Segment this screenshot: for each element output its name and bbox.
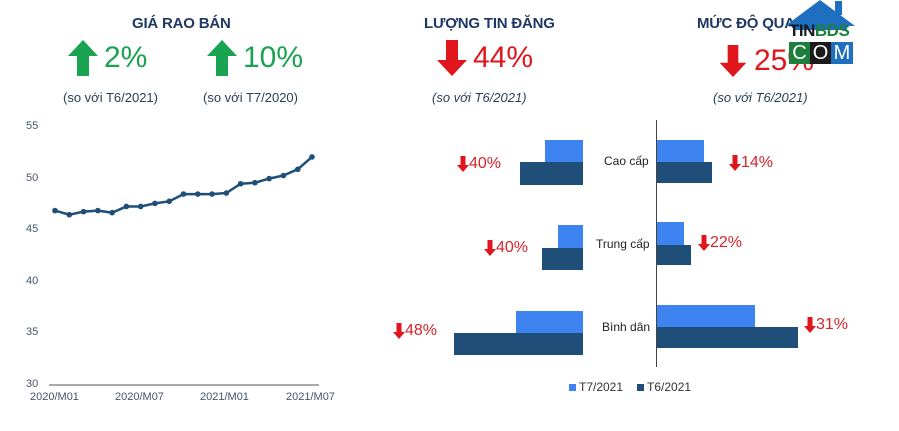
data-point	[52, 207, 58, 214]
arrow-down-icon	[729, 155, 741, 171]
interest-trung-cap-change: 22%	[698, 234, 742, 252]
listings-note: (so với T6/2021)	[432, 90, 527, 105]
bar-legend: T7/2021 T6/2021	[569, 380, 691, 394]
data-point	[109, 209, 115, 216]
listings-bar-t6	[542, 248, 583, 270]
data-point	[66, 211, 73, 218]
listings-trung-cap-change: 40%	[484, 239, 528, 257]
listings-bar-t7	[516, 311, 583, 333]
interest-cao-cap-change: 14%	[729, 154, 773, 172]
interest-bar-t6	[657, 245, 691, 265]
interest-note: (so với T6/2021)	[713, 90, 808, 105]
category-binh-dan: Bình dân	[602, 320, 651, 334]
arrow-up-icon	[207, 40, 237, 76]
category-cao-cap: Cao cấp	[604, 154, 649, 168]
listings-title: LƯỢNG TIN ĐĂNG	[424, 15, 555, 32]
x-tick-label: 2021/M07	[286, 391, 335, 403]
price-stat-1: 2%	[68, 40, 147, 76]
arrow-up-icon	[68, 40, 98, 76]
data-point	[309, 154, 315, 160]
interest-bar-t7	[657, 305, 755, 327]
legend-swatch-t6	[637, 384, 645, 391]
listings-cao-cap-change: 40%	[457, 155, 501, 173]
price-title: GIÁ RAO BÁN	[132, 15, 231, 32]
data-point	[252, 179, 258, 186]
arrow-down-icon	[457, 156, 469, 172]
price-note-2: (so với T7/2020)	[203, 90, 298, 105]
interest-binh-dan-change: 31%	[804, 316, 848, 334]
x-tick-label: 2020/M01	[30, 391, 79, 403]
interest-bar-t6	[657, 327, 798, 348]
arrow-down-icon	[484, 240, 496, 256]
data-point	[209, 191, 215, 197]
listings-bar-t7	[558, 225, 583, 248]
data-point	[95, 207, 101, 214]
arrow-down-icon	[698, 235, 710, 251]
legend-item-t6: T6/2021	[637, 380, 691, 394]
price-line-chart: 30 35 40 45 50 55 2020/M01 2020/M07 2021/M01 202…	[0, 110, 340, 410]
listings-change: 44%	[473, 41, 534, 74]
x-tick-label: 2020/M07	[115, 391, 164, 403]
data-point	[123, 203, 130, 210]
y-tick-label: 55	[26, 120, 39, 132]
price-change-mom: 2%	[104, 41, 148, 74]
data-point	[280, 172, 287, 179]
data-point	[80, 208, 87, 215]
logo-tin: TIN	[789, 21, 815, 40]
data-point	[180, 191, 187, 197]
data-point	[237, 180, 244, 187]
price-stat-2: 10%	[207, 40, 303, 76]
house-roof-icon	[785, 0, 855, 30]
listings-binh-dan-change: 48%	[393, 322, 437, 340]
y-tick-label: 35	[26, 326, 39, 339]
arrow-down-icon	[804, 317, 816, 333]
legend-item-t7: T7/2021	[569, 380, 623, 394]
tinbds-logo: TINBDS C O M	[785, 0, 855, 64]
data-point	[166, 198, 173, 205]
logo-m: M	[831, 42, 853, 64]
bar-axis-line	[656, 120, 657, 367]
data-point	[294, 166, 301, 173]
x-tick-label: 2021/M01	[200, 391, 249, 403]
listings-bar-t6	[454, 333, 583, 355]
listings-bar-t6	[520, 162, 583, 185]
interest-bar-t7	[657, 222, 684, 245]
price-change-yoy: 10%	[243, 41, 304, 74]
arrow-down-icon	[437, 40, 467, 76]
interest-bar-t7	[657, 140, 704, 162]
data-point	[152, 200, 158, 207]
price-line-plot	[49, 154, 319, 386]
logo-o: O	[810, 42, 831, 64]
data-point	[137, 203, 144, 210]
y-tick-label: 30	[26, 378, 39, 390]
interest-title: MỨC ĐỘ QUAN	[697, 15, 806, 32]
data-point	[194, 191, 201, 197]
data-point	[223, 190, 230, 196]
y-tick-label: 50	[26, 171, 39, 184]
listings-bar-t7	[545, 140, 583, 162]
listings-stat: 44%	[437, 40, 533, 76]
arrow-down-icon	[719, 45, 747, 77]
arrow-down-icon	[393, 323, 405, 339]
data-point	[266, 175, 272, 182]
y-tick-label: 40	[26, 274, 39, 287]
interest-bar-t6	[657, 162, 712, 183]
logo-bds: BDS	[814, 21, 850, 40]
category-trung-cap: Trung cấp	[596, 237, 650, 251]
logo-c: C	[789, 42, 810, 64]
y-tick-label: 45	[26, 223, 39, 236]
price-note-1: (so với T6/2021)	[63, 90, 158, 105]
legend-swatch-t7	[569, 384, 576, 391]
